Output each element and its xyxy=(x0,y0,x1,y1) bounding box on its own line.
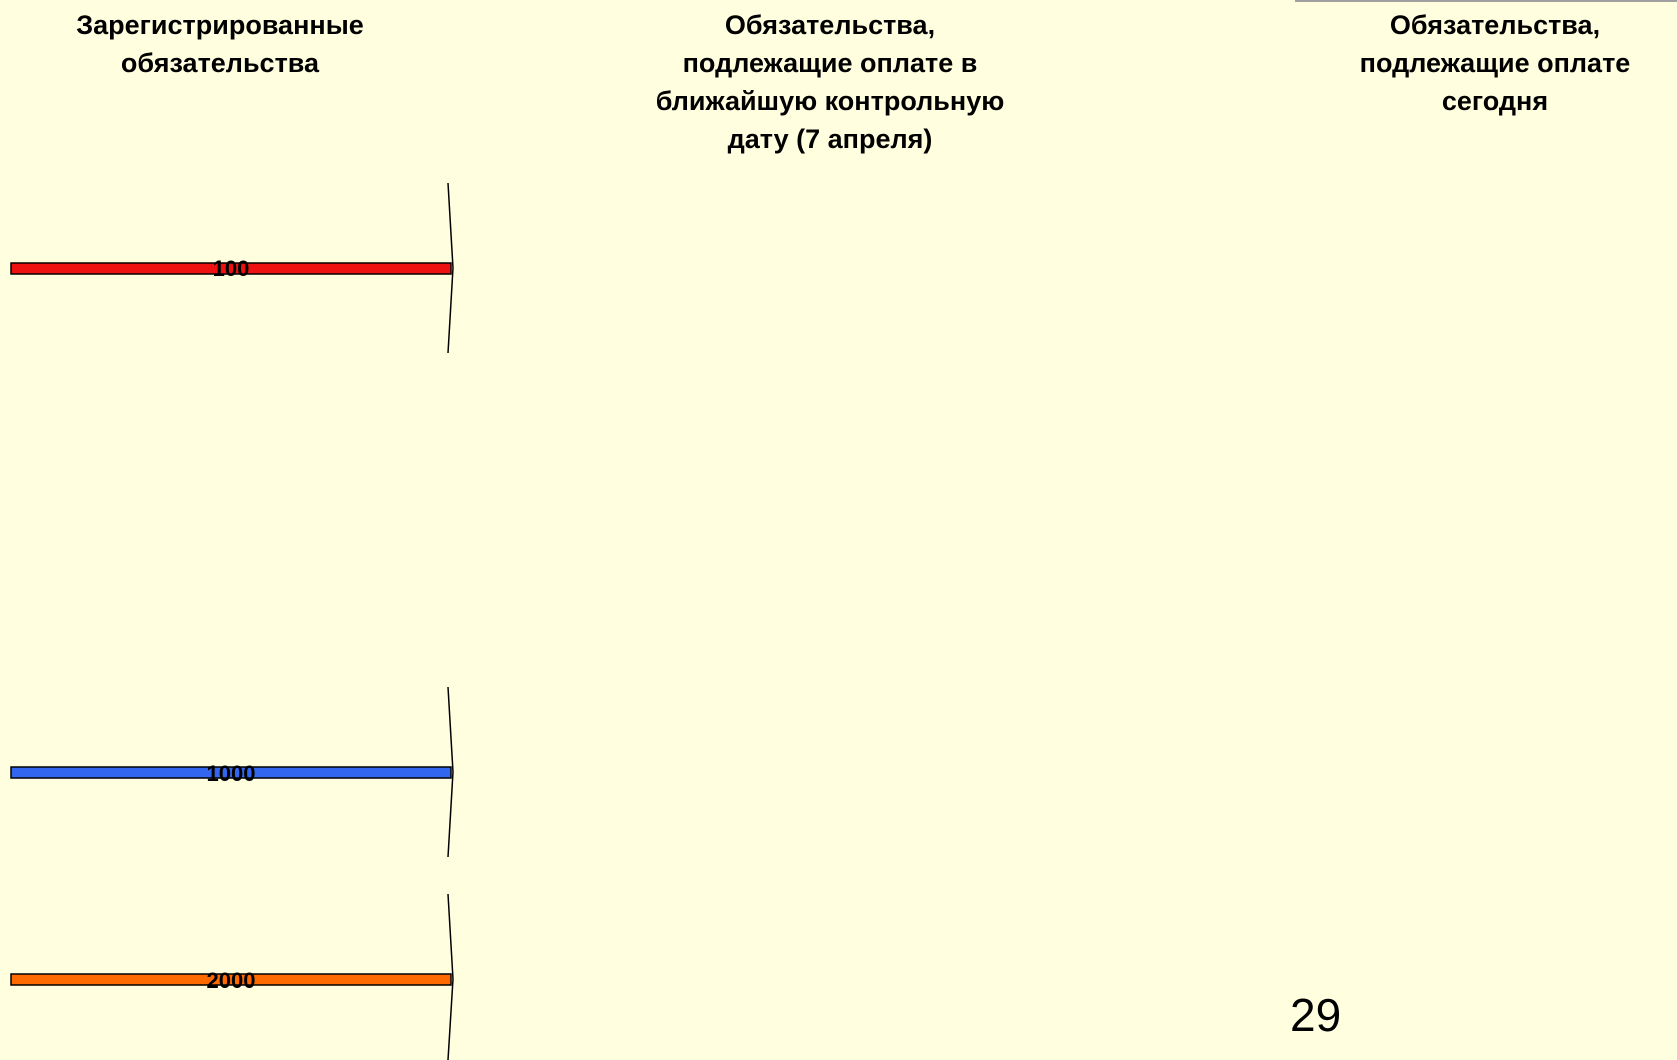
obligation-item: 2000 xyxy=(10,893,454,1060)
header-due-today: Обязательства, подлежащие оплате сегодня xyxy=(1359,10,1631,116)
obligation-arrow-divider xyxy=(447,686,454,858)
page-number: 29 xyxy=(1290,989,1342,1041)
obligation-amount: 2000 xyxy=(207,968,256,993)
obligation-bar xyxy=(10,262,452,275)
header-due-next-control-date: Обязательства, подлежащие оплате в ближа… xyxy=(655,10,1005,154)
obligation-bar xyxy=(10,973,452,986)
top-rule xyxy=(1295,0,1677,2)
obligation-arrow-divider xyxy=(447,893,454,1060)
obligation-arrow-divider xyxy=(447,182,454,354)
obligation-item: 1000 xyxy=(10,686,454,858)
header-registered-obligations: Зарегистрированные обязательства xyxy=(76,10,364,78)
obligation-amount: 100 xyxy=(213,256,250,281)
obligation-item: 100 xyxy=(10,182,454,354)
obligation-bar xyxy=(10,766,452,779)
obligation-amount: 1000 xyxy=(207,761,256,786)
